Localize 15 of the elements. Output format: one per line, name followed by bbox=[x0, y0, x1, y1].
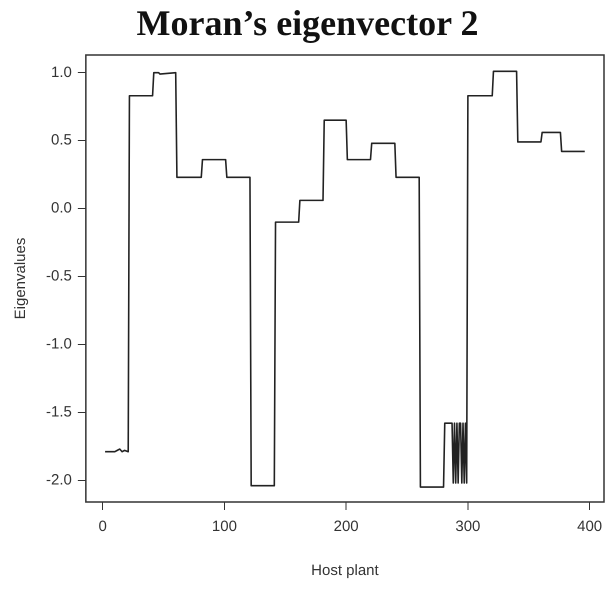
y-tick-label: -1.0 bbox=[46, 336, 72, 353]
x-tick-label: 400 bbox=[577, 518, 602, 536]
y-tick-label: 0.0 bbox=[50, 200, 72, 217]
y-axis-title: Eigenvalues bbox=[12, 238, 30, 320]
y-tick-label: 1.0 bbox=[50, 64, 72, 81]
x-axis-title: Host plant bbox=[311, 562, 380, 580]
x-tick-label: 200 bbox=[334, 518, 359, 536]
chart-title: Moran’s eigenvector 2 bbox=[136, 2, 480, 44]
y-tick-label: -0.5 bbox=[46, 268, 72, 285]
y-tick-label: -1.5 bbox=[46, 403, 72, 420]
x-tick-label: 0 bbox=[98, 518, 107, 536]
x-tick-label: 100 bbox=[212, 518, 237, 536]
y-tick-label: -2.0 bbox=[46, 471, 72, 488]
x-tick-label: 300 bbox=[455, 518, 480, 536]
y-tick-label: 0.5 bbox=[50, 132, 72, 149]
